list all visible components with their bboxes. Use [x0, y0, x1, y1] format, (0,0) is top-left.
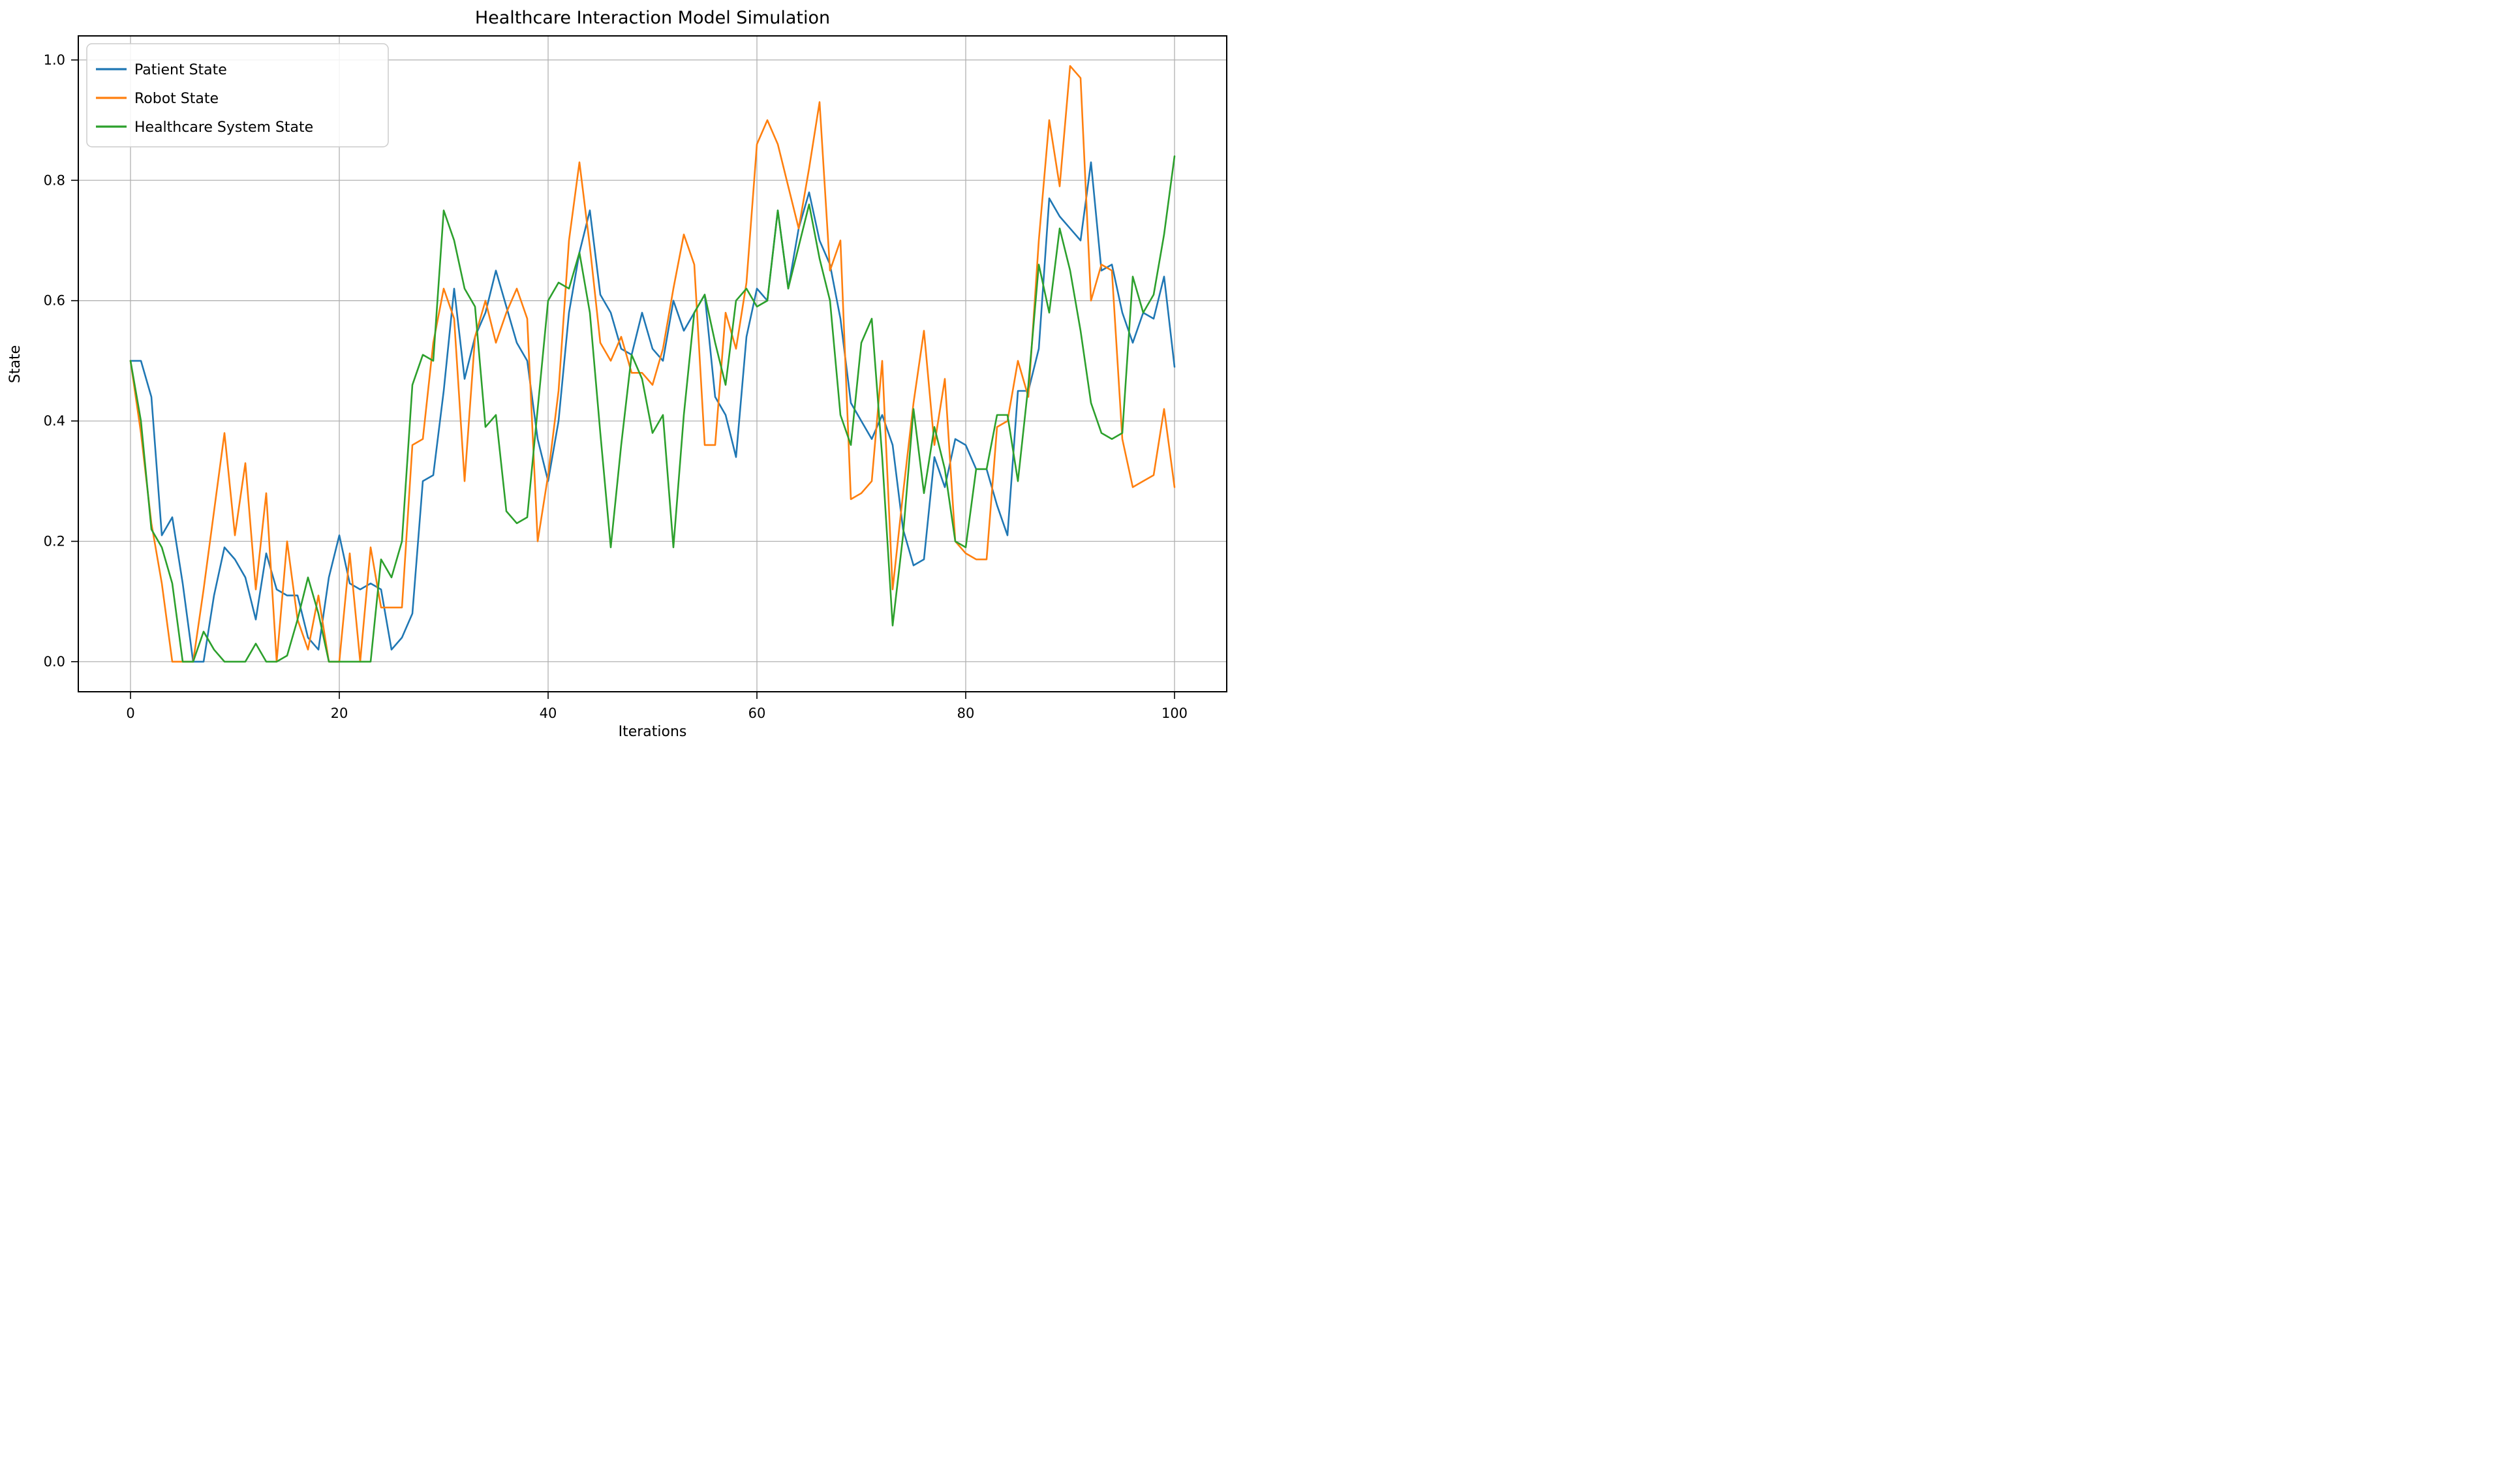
y-axis-label: State [7, 345, 23, 383]
plot-border [78, 35, 1227, 692]
x-tick-label: 80 [957, 705, 975, 721]
chart-title: Healthcare Interaction Model Simulation [475, 8, 830, 28]
x-tick-label: 0 [126, 705, 134, 721]
y-tick-label: 0.2 [44, 533, 65, 549]
y-tick-label: 0.0 [44, 654, 65, 670]
figure: 0 20 40 60 80 100 0.0 0.2 0.4 0.6 0.8 1.0 Healthcar… [0, 0, 1260, 742]
x-axis-label: Iterations [619, 724, 687, 740]
legend-box [86, 43, 389, 147]
x-tick-label: 20 [331, 705, 348, 721]
legend: Patient State Robot State Healthcare Syste… [86, 43, 389, 147]
y-tick-label: 0.6 [44, 293, 65, 309]
x-tick-label: 60 [748, 705, 766, 721]
series-line-healthcare-system-state [129, 155, 1176, 663]
series-line-robot-state [129, 65, 1176, 663]
x-tick-label: 40 [540, 705, 557, 721]
y-tick-label: 0.4 [44, 413, 65, 429]
data-series [129, 65, 1176, 663]
y-tick-label: 1.0 [44, 52, 65, 68]
y-tick-label: 0.8 [44, 172, 65, 188]
axis-ticks: 0 20 40 60 80 100 0.0 0.2 0.4 0.6 0.8 1.0 [44, 52, 1188, 721]
series-line-patient-state [129, 161, 1176, 663]
line-chart: 0 20 40 60 80 100 0.0 0.2 0.4 0.6 0.8 1.0 Healthcar… [7, 8, 1227, 740]
legend-label-2: Robot State [134, 91, 219, 107]
legend-label-1: Patient State [134, 62, 227, 78]
legend-label-3: Healthcare System State [134, 119, 313, 136]
x-tick-label: 100 [1161, 705, 1188, 721]
